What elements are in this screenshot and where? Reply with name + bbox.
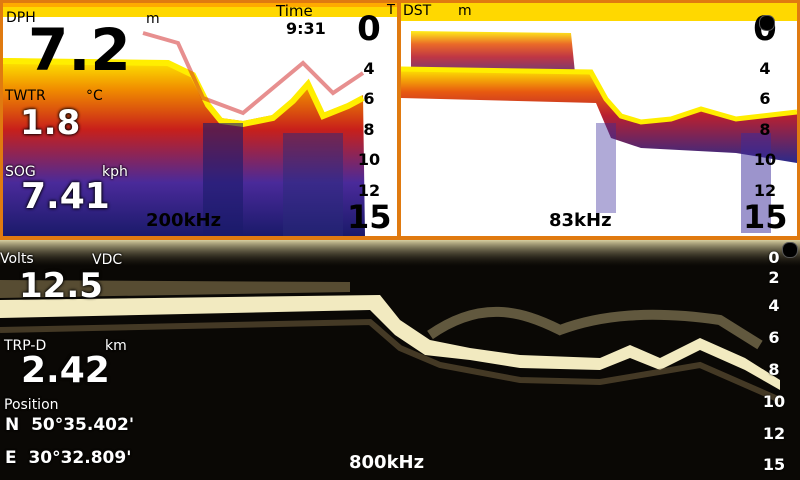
- sonar-pane-800khz[interactable]: Volts VDC 12.5 TRP-D km 2.42 Position N …: [0, 240, 800, 480]
- position-label: Position: [4, 397, 59, 413]
- scale-tick: 8: [759, 120, 771, 139]
- scale-tick: 4: [759, 59, 771, 78]
- trip-distance-value: 2.42: [21, 350, 110, 391]
- scale-tick: 8: [363, 120, 375, 139]
- depth-scale-800khz: 0 2 4 6 8 10 12 15: [752, 240, 796, 480]
- volts-label: Volts: [0, 251, 34, 267]
- scale-tick: 12: [753, 181, 777, 200]
- echogram-800khz: [0, 240, 800, 403]
- depth-unit: m: [146, 11, 160, 27]
- scale-tick: 4: [363, 59, 375, 78]
- scale-tick: 10: [762, 392, 786, 411]
- scale-tick: 4: [768, 296, 780, 315]
- sog-value: 7.41: [21, 176, 110, 217]
- water-temp-unit: °C: [86, 88, 103, 104]
- volts-value: 12.5: [19, 266, 103, 306]
- time-label: Time: [276, 3, 313, 20]
- cursor-dot-800khz[interactable]: [782, 242, 798, 258]
- scale-tick: 2: [768, 268, 780, 287]
- scale-tick: 10: [753, 150, 777, 169]
- depth-label: DPH: [6, 10, 36, 26]
- water-temp-value: 1.8: [20, 103, 81, 143]
- scale-bottom: 15: [743, 198, 788, 236]
- echogram-83khz: [401, 3, 797, 233]
- time-marker: T: [387, 3, 395, 18]
- frequency-label-83khz: 83kHz: [549, 210, 612, 231]
- scale-tick: 6: [759, 89, 771, 108]
- frequency-label-800khz: 800kHz: [349, 452, 425, 473]
- dst-unit: m: [458, 3, 472, 19]
- scale-tick: 6: [363, 89, 375, 108]
- scale-tick: 8: [768, 360, 780, 379]
- scale-top: 0: [357, 9, 381, 49]
- time-value: 9:31: [286, 19, 326, 38]
- depth-value: 7.2: [28, 16, 131, 84]
- frequency-label-200khz: 200kHz: [146, 210, 222, 231]
- sog-label: SOG: [5, 164, 36, 180]
- sonar-pane-200khz[interactable]: DPH m 7.2 TWTR °C 1.8 SOG kph 7.41 Time …: [3, 3, 397, 236]
- sog-unit: kph: [102, 164, 128, 180]
- scale-tick: 6: [768, 328, 780, 347]
- echogram-200khz: [3, 3, 397, 236]
- depth-scale-200khz: 0 4 6 8 10 12 15: [347, 3, 392, 236]
- scale-bottom: 15: [762, 455, 786, 474]
- water-temp-label: TWTR: [5, 88, 46, 104]
- trip-distance-label: TRP-D: [4, 338, 47, 354]
- scale-tick: 10: [357, 150, 381, 169]
- scale-bottom: 15: [347, 198, 392, 236]
- depth-scale-83khz: 0 4 6 8 10 12 15: [743, 3, 788, 236]
- volts-unit: VDC: [92, 252, 123, 268]
- position-latitude: N 50°35.402': [5, 415, 135, 435]
- scale-tick: 12: [357, 181, 381, 200]
- scale-top: 0: [768, 248, 780, 267]
- scale-tick: 12: [762, 424, 786, 443]
- cursor-dot-83khz[interactable]: [759, 15, 775, 31]
- trip-distance-unit: km: [105, 338, 127, 354]
- position-longitude: E 30°32.809': [5, 448, 132, 468]
- sonar-pane-83khz[interactable]: DST m 83kHz 0 4 6 8 10 12 15: [401, 3, 797, 236]
- dst-label: DST: [403, 3, 432, 19]
